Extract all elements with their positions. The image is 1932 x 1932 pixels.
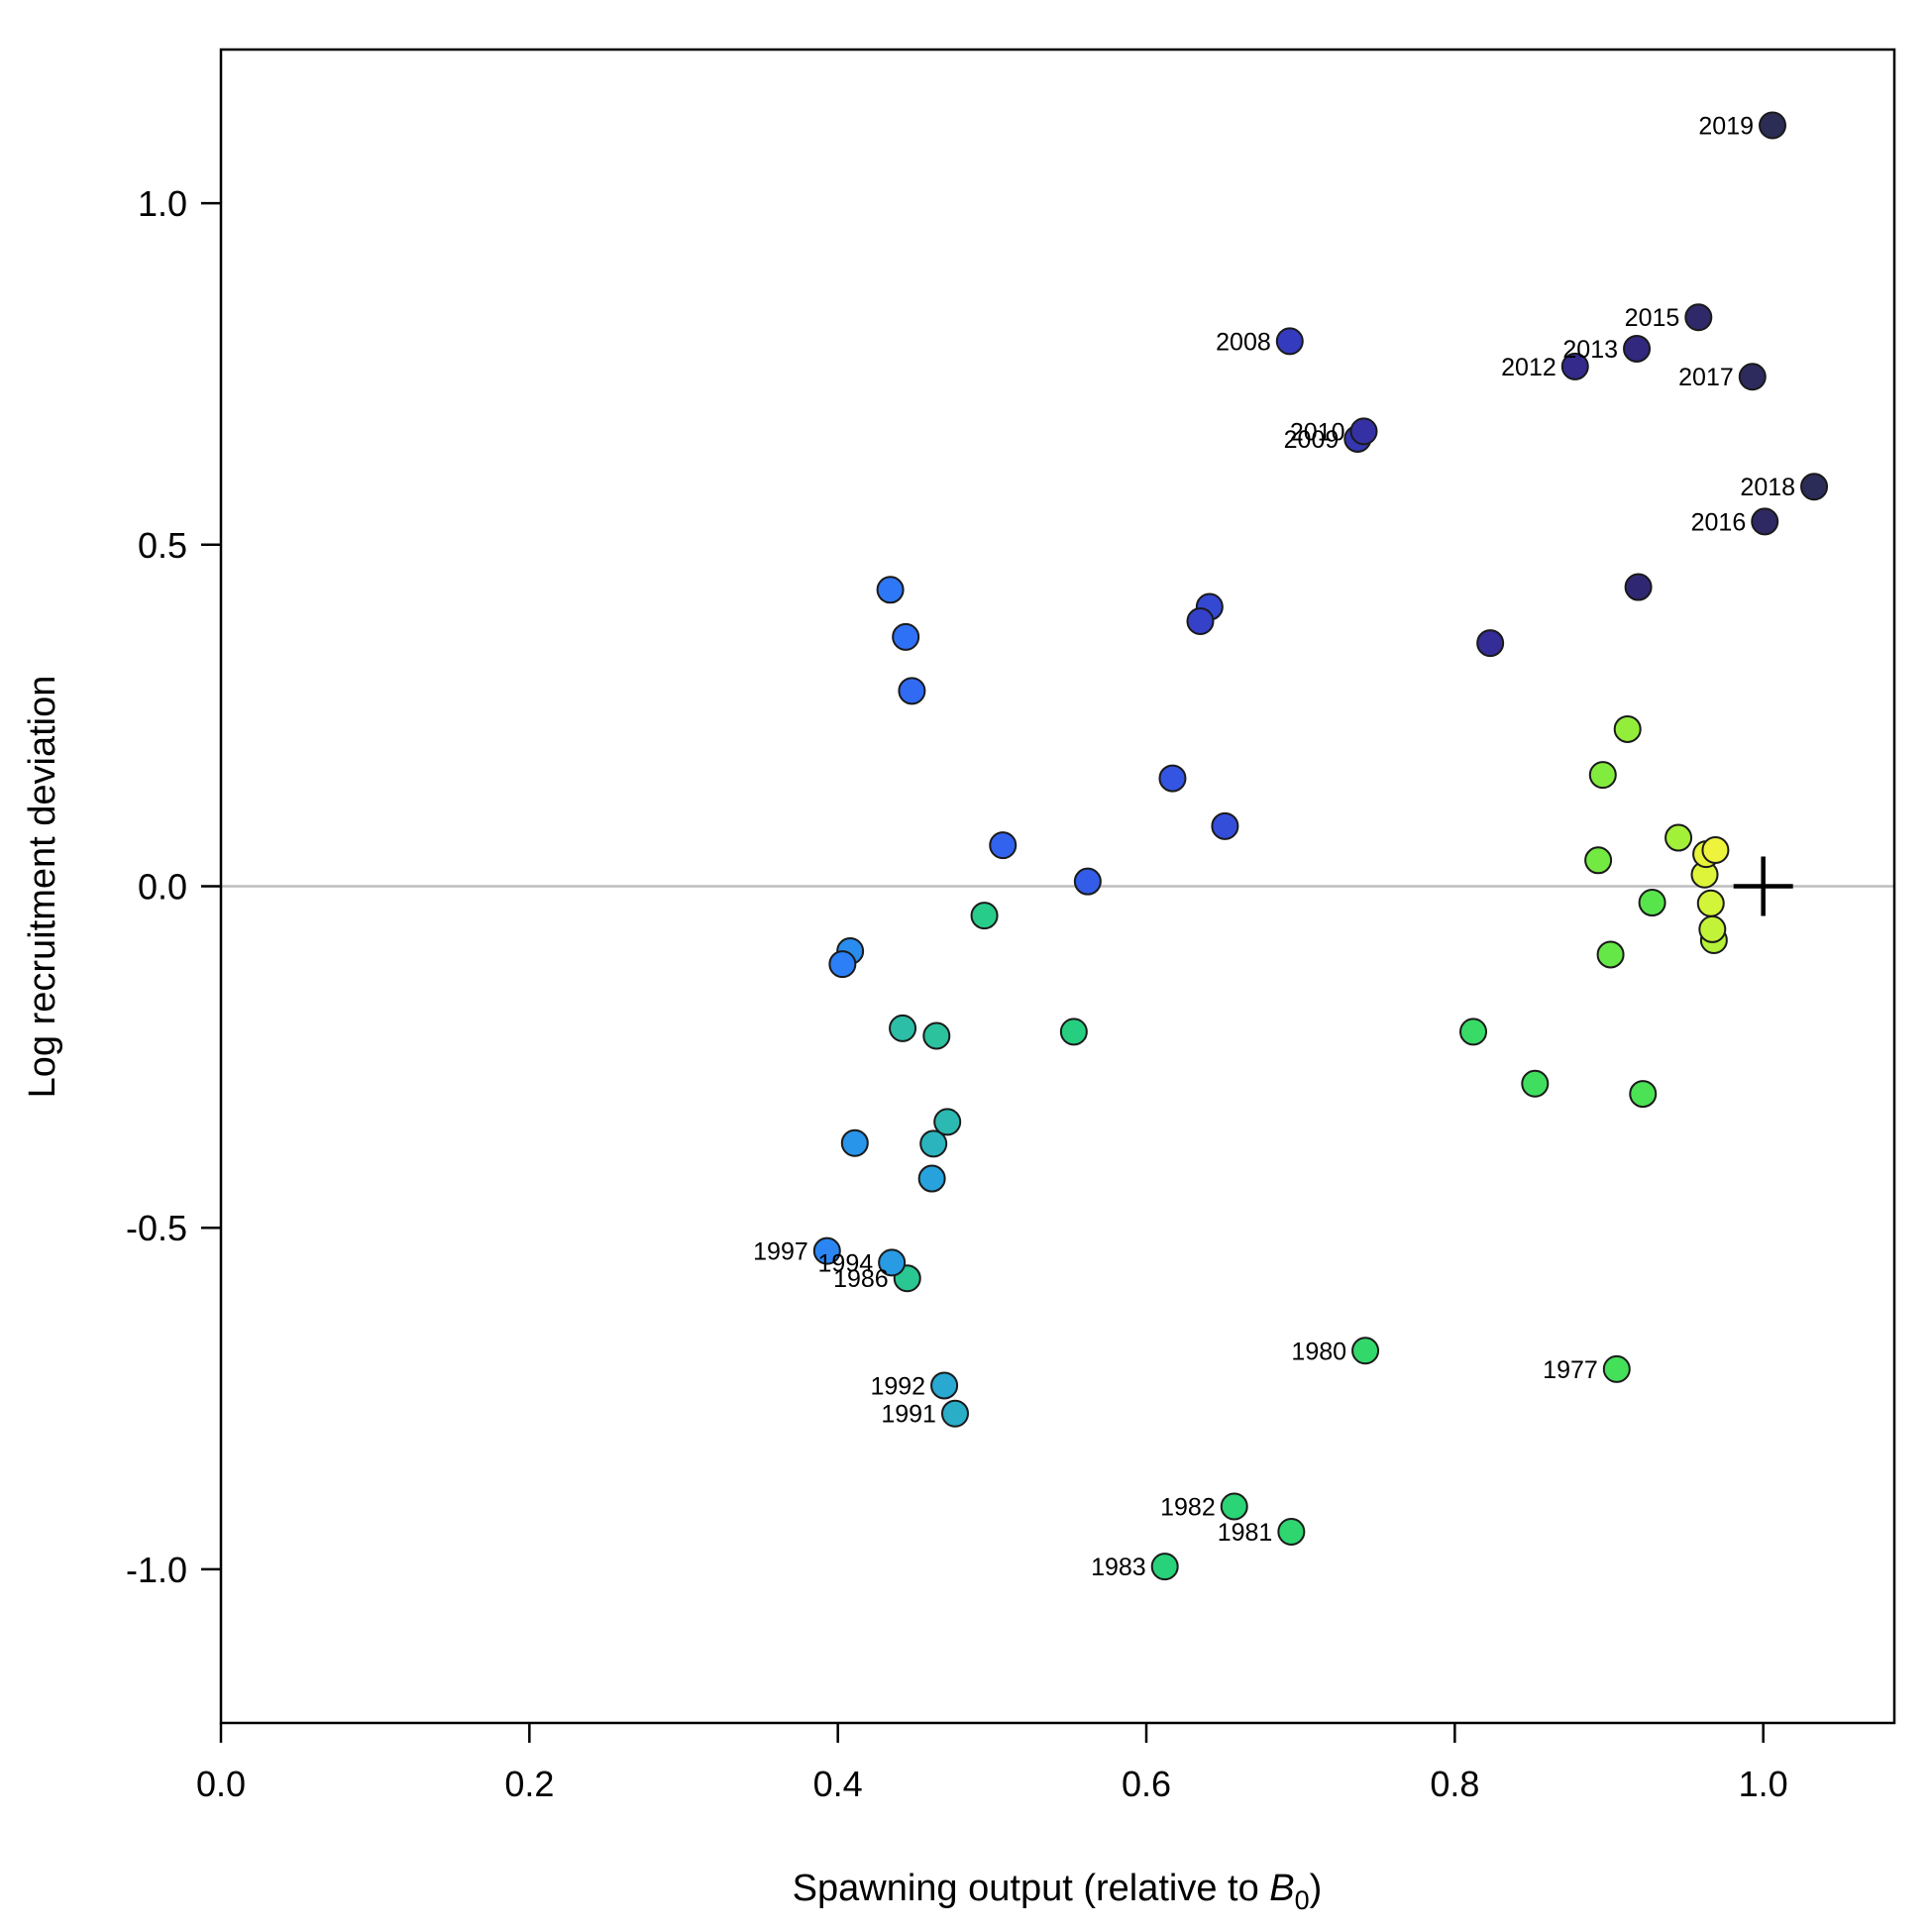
reference-point-marker	[1733, 856, 1793, 916]
data-point	[876, 576, 905, 604]
x-tick-label: 0.2	[504, 1764, 554, 1804]
data-point	[889, 1014, 917, 1042]
data-point	[917, 1164, 946, 1193]
reference-marker-layer	[1733, 856, 1793, 916]
data-point	[1521, 1069, 1550, 1098]
x-tick-label: 0.4	[813, 1764, 863, 1804]
data-point	[970, 902, 999, 930]
x-axis-title-close: )	[1310, 1868, 1323, 1909]
point-year-label: 1991	[881, 1401, 936, 1429]
data-point	[1158, 764, 1187, 793]
data-point	[878, 1248, 907, 1277]
point-year-label: 2010	[1290, 418, 1345, 446]
x-tick-label: 1.0	[1739, 1764, 1788, 1804]
data-point	[1751, 507, 1779, 536]
data-point	[1211, 811, 1239, 840]
data-point	[1623, 334, 1652, 363]
data-point	[1277, 1517, 1306, 1546]
data-point	[898, 677, 926, 705]
data-point	[1738, 363, 1767, 391]
data-point	[919, 1129, 948, 1158]
data-point	[892, 622, 920, 651]
data-point	[1696, 889, 1725, 917]
data-point	[1664, 823, 1693, 852]
data-point	[1629, 1080, 1658, 1109]
data-point	[1584, 846, 1613, 875]
x-tick-label: 0.6	[1122, 1764, 1171, 1804]
y-tick-label: 1.0	[138, 183, 187, 224]
data-point	[1349, 417, 1378, 446]
y-tick-label: -1.0	[126, 1550, 187, 1590]
point-year-label: 1980	[1291, 1338, 1346, 1365]
data-point	[1588, 761, 1617, 790]
point-year-label: 2012	[1501, 354, 1556, 381]
data-point	[1059, 1018, 1088, 1046]
y-tick-label: -0.5	[126, 1208, 187, 1248]
point-year-label: 1977	[1543, 1356, 1598, 1384]
data-point	[1800, 473, 1829, 501]
x-axis-title: Spawning output (relative to B0)	[793, 1868, 1323, 1915]
point-year-label: 2008	[1216, 328, 1271, 356]
data-point	[930, 1371, 959, 1400]
plot-frame	[219, 48, 1896, 1725]
data-point	[989, 831, 1018, 860]
data-point	[840, 1128, 869, 1157]
point-year-label: 1986	[833, 1265, 889, 1293]
axes: 0.0 0.2 0.4 0.6 0.8 1.0 -1.0 -0.5 0.0 0.5 1.0	[126, 183, 1788, 1804]
data-point	[1602, 1354, 1631, 1383]
point-year-label: 1982	[1160, 1493, 1216, 1521]
data-point	[1624, 573, 1653, 601]
data-point	[1596, 940, 1625, 969]
data-point	[922, 1021, 951, 1050]
point-year-label: 2018	[1740, 474, 1795, 501]
points-layer	[812, 111, 1829, 1581]
data-point	[1073, 867, 1102, 896]
x-axis-title-main: Spawning output (relative to	[793, 1868, 1270, 1909]
data-point	[933, 1108, 962, 1136]
point-year-label: 2016	[1691, 508, 1747, 536]
point-year-label: 1994	[818, 1249, 874, 1277]
point-year-label: 2017	[1678, 364, 1734, 391]
data-point	[1351, 1337, 1380, 1365]
point-year-label: 1983	[1091, 1554, 1146, 1581]
x-tick-label: 0.8	[1430, 1764, 1479, 1804]
data-point	[940, 1399, 969, 1428]
data-point	[812, 1236, 841, 1265]
data-point	[1701, 835, 1730, 864]
point-year-label: 2009	[1284, 426, 1340, 454]
x-axis-title-subscript: 0	[1295, 1885, 1310, 1915]
data-point	[1459, 1018, 1488, 1046]
data-point	[1613, 714, 1642, 743]
y-tick-label: 0.0	[138, 867, 187, 908]
point-year-label: 1997	[753, 1238, 808, 1266]
data-point	[1150, 1553, 1179, 1581]
x-axis-title-symbol: B	[1269, 1868, 1294, 1909]
data-point	[1759, 111, 1787, 140]
point-year-label: 2015	[1625, 304, 1680, 332]
point-year-label: 1992	[870, 1372, 925, 1400]
data-point	[1698, 914, 1727, 943]
data-point	[1275, 327, 1304, 356]
data-point	[1560, 352, 1589, 380]
y-tick-label: 0.5	[138, 525, 187, 566]
data-point	[1476, 629, 1505, 658]
data-point	[1638, 889, 1666, 917]
data-point	[828, 950, 857, 979]
data-point	[1186, 607, 1215, 636]
data-point	[1684, 303, 1713, 332]
point-year-label: 2013	[1562, 336, 1618, 364]
x-tick-label: 0.0	[196, 1764, 246, 1804]
point-year-label: 2019	[1698, 113, 1754, 141]
data-point	[1220, 1492, 1248, 1521]
point-year-label: 1981	[1218, 1519, 1273, 1547]
y-axis-title: Log recruitment deviation	[22, 676, 63, 1099]
